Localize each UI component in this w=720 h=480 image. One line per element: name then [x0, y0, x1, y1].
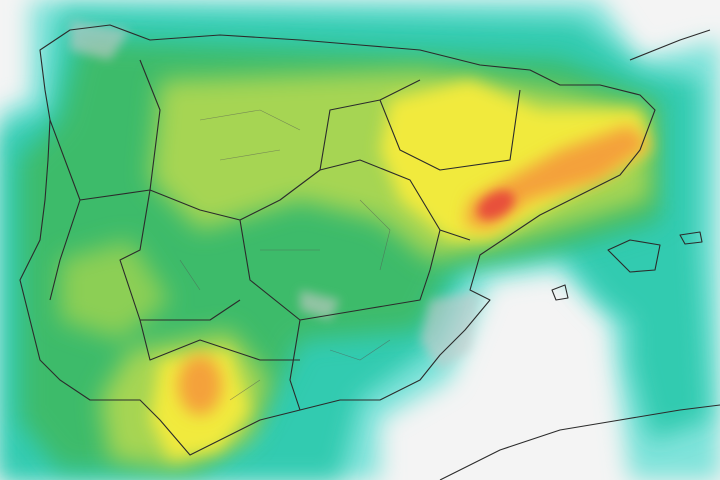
africa-coast	[439, 404, 720, 480]
region-borders	[119, 79, 521, 411]
red-layer	[477, 190, 515, 220]
province-borders	[179, 109, 391, 401]
mallorca	[607, 239, 661, 273]
iberia-outline	[19, 24, 656, 456]
ibiza	[551, 284, 569, 301]
france-coast	[629, 29, 711, 61]
portugal-border	[49, 59, 161, 301]
land-relief-gray	[70, 20, 480, 370]
menorca	[679, 231, 703, 245]
coastline-borders	[19, 24, 720, 480]
